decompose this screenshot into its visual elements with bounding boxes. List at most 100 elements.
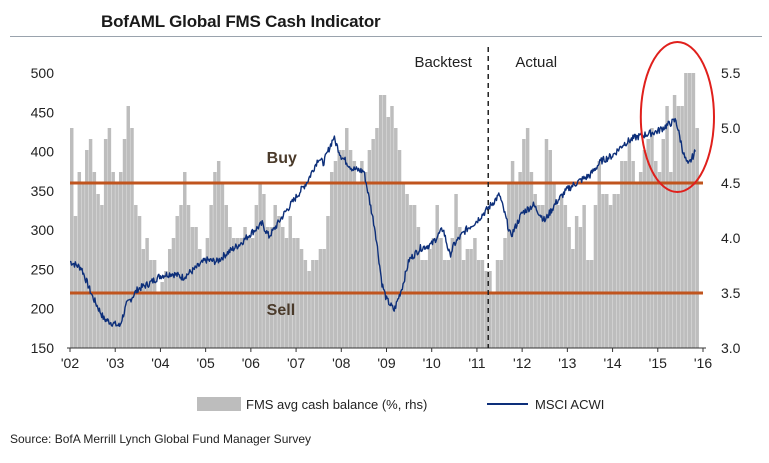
chart-title: BofAML Global FMS Cash Indicator [101,12,381,31]
cash-balance-bar [522,139,526,348]
cash-balance-bar [390,106,394,348]
cash-balance-bar [100,205,104,348]
cash-balance-bar [243,227,247,348]
cash-balance-bar [627,139,632,348]
x-tick-label: '05 [197,355,215,371]
cash-balance-bar [73,216,78,348]
cash-balance-bar [514,183,519,348]
left-tick-label: 500 [31,65,55,81]
cash-balance-bar [672,95,677,348]
cash-balance-bar [375,128,379,348]
cash-balance-bar [567,227,571,348]
cash-balance-bar [164,271,168,348]
cash-balance-bar [258,183,262,348]
cash-balance-bar [194,227,198,348]
cash-balance-bar [684,73,688,348]
cash-balance-bar [314,260,319,348]
cash-balance-bar [190,227,195,348]
cash-balance-bar [593,205,598,348]
cash-balance-bar [152,260,157,348]
left-axis-ticks: 500 450 400 350 300 250 200 150 [31,65,55,356]
cash-balance-bar [488,271,492,348]
cash-balance-bar [183,172,187,348]
cash-balance-bar [345,128,349,348]
cash-balance-bar [360,161,364,348]
legend-line-label: MSCI ACWI [535,397,604,412]
right-tick-label: 5.0 [721,120,741,136]
cash-balance-bar [476,260,481,348]
cash-balance-bar [130,128,134,348]
cash-balance-bar [623,161,628,348]
cash-balance-bar [465,249,470,348]
cash-balance-bar [111,172,115,348]
cash-balance-bar [77,172,82,348]
right-axis-ticks: 5.5 5.0 4.5 4.0 3.5 3.0 [721,65,741,356]
cash-balance-bar [134,205,138,348]
cash-balance-bar [435,205,439,348]
buy-signal-label: Buy [267,150,297,167]
left-tick-label: 150 [31,340,55,356]
left-tick-label: 300 [31,222,55,238]
x-tick-label: '06 [242,355,260,371]
msci-acwi-series [70,117,696,327]
right-tick-label: 5.5 [721,65,741,81]
cash-balance-bar [695,128,699,348]
x-tick-label: '07 [287,355,305,371]
cash-balance-bar [484,271,488,348]
cash-balance-bar [559,194,564,348]
cash-balance-bar [175,216,179,348]
cash-balance-bar [126,106,130,348]
cash-balance-bar [541,205,545,348]
cash-balance-bar [646,139,650,348]
cash-balance-bar [363,172,368,348]
cash-balance-bar [563,205,568,348]
cash-balance-bar [631,161,635,348]
cash-balance-bar [281,227,285,348]
x-axis-ticks: '02 '03 '04 '05 '06 '07 '08 '09 '10 '11 '12 '13 '14 '… [61,348,712,371]
cash-balance-bar [510,161,515,348]
x-tick-label: '08 [332,355,350,371]
cash-balance-bar [687,73,692,348]
cash-balance-bar [427,249,432,348]
cash-balance-bar [386,117,390,348]
cash-balance-bar [601,194,605,348]
cash-balance-bar [638,172,643,348]
cash-balance-bar [265,227,270,348]
left-tick-label: 200 [31,301,55,317]
cash-balance-bar [141,249,146,348]
cash-balance-bar [70,128,74,348]
cash-balance-bar [137,216,142,348]
actual-label: Actual [515,54,557,71]
cash-balance-bar [650,128,654,348]
cash-balance-bar [333,161,338,348]
left-tick-label: 250 [31,261,55,277]
cash-balance-bar [103,139,108,348]
cash-balance-bar [578,227,583,348]
cash-balance-bar [533,194,537,348]
cash-balance-bar [589,260,594,348]
cash-balance-bar [382,95,387,348]
cash-balance-bar [642,150,647,348]
cash-balance-bar [443,260,447,348]
x-tick-label: '12 [513,355,531,371]
title-rule [10,36,762,37]
cash-balance-bar [507,183,511,348]
cash-balance-bar [416,227,421,348]
cash-balance-bar [680,106,684,348]
cash-balance-bar [220,183,225,348]
cash-balance-bar [556,205,560,348]
left-tick-label: 350 [31,183,55,199]
cash-balance-bar [348,150,353,348]
cash-balance-bar [228,227,232,348]
cash-balance-bar [586,260,590,348]
threshold-lines [70,181,703,295]
right-tick-label: 4.0 [721,230,741,246]
right-tick-label: 4.5 [721,175,741,191]
cash-balance-bar [213,172,217,348]
right-tick-label: 3.0 [721,340,741,356]
cash-balance-bar [85,150,89,348]
cash-balance-bar [303,260,308,348]
cash-balance-bar [201,260,206,348]
x-tick-label: '16 [694,355,712,371]
